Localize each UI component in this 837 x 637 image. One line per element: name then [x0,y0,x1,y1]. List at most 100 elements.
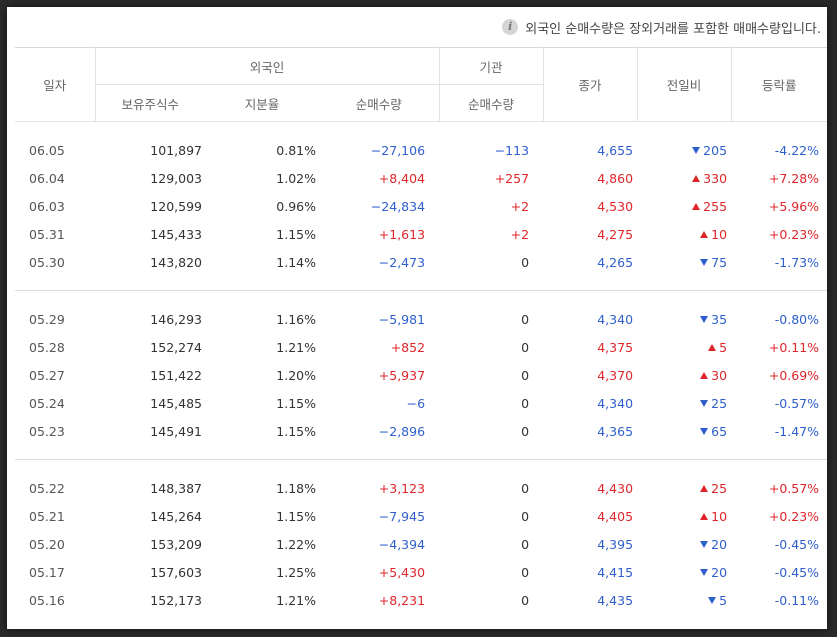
header-foreign: 외국인 [95,47,440,85]
share-cell: 1.15% [276,226,316,242]
rate-cell: -0.11% [774,592,820,608]
date-cell: 05.27 [29,367,65,383]
date-cell: 05.24 [29,395,65,411]
foreign-net-cell: −2,896 [378,423,426,439]
change-cell: 5 [637,586,731,614]
holdings-cell: 157,603 [150,564,202,580]
holdings-cell: 146,293 [150,311,202,327]
table-row: 05.29 146,293 1.16% −5,981 0 4,340 35 -0.80% [15,305,827,333]
foreign-net-cell: −6 [406,395,426,411]
holdings-cell: 153,209 [150,536,202,552]
holdings-cell: 129,003 [150,170,202,186]
group-spacer [15,614,827,628]
inst-net-cell: 0 [521,480,530,496]
triangle-down-icon [700,540,709,548]
holdings-cell: 148,387 [150,480,202,496]
change-cell: 20 [637,558,731,586]
rate-cell: -0.80% [774,311,820,327]
inst-net-cell: 0 [521,423,530,439]
table-body: 06.05 101,897 0.81% −27,106 −113 4,655 205 -4.2… [15,122,827,629]
rate-cell: +0.57% [768,480,820,496]
foreign-net-cell: +1,613 [378,226,426,242]
inst-net-cell: 0 [521,536,530,552]
close-cell: 4,340 [597,395,634,411]
foreign-net-cell: −4,394 [378,536,426,552]
group-separator [15,459,827,460]
inst-net-cell: 0 [521,564,530,580]
header-foreign-net: 순매수량 [319,84,440,122]
change-value: 255 [703,198,728,214]
rate-cell: +0.23% [768,226,820,242]
close-cell: 4,365 [597,423,634,439]
share-cell: 1.21% [276,339,316,355]
change-value: 5 [719,592,728,608]
foreign-net-cell: −7,945 [378,508,426,524]
holdings-cell: 152,274 [150,339,202,355]
change-cell: 255 [637,192,731,220]
holdings-cell: 151,422 [150,367,202,383]
triangle-up-icon [700,484,709,492]
trading-table: 일자 외국인 기관 종가 전일비 등락률 보유주식수 지분율 순매수량 순매수량… [15,47,827,628]
close-cell: 4,430 [597,480,634,496]
rate-cell: +0.69% [768,367,820,383]
change-cell: 10 [637,220,731,248]
separator-line [15,290,827,291]
triangle-up-icon [700,230,709,238]
header-holdings: 보유주식수 [95,84,205,122]
spacer-cell [15,122,827,137]
close-cell: 4,265 [597,254,634,270]
triangle-up-icon [692,174,701,182]
change-cell: 35 [637,305,731,333]
table-row: 05.30 143,820 1.14% −2,473 0 4,265 75 -1.73% [15,248,827,276]
group-separator [15,290,827,291]
triangle-down-icon [708,596,717,604]
change-value: 330 [703,170,728,186]
share-cell: 1.16% [276,311,316,327]
header-rate: 등락률 [731,47,827,122]
close-cell: 4,530 [597,198,634,214]
change-value: 205 [703,142,728,158]
close-cell: 4,395 [597,536,634,552]
date-cell: 06.03 [29,198,65,214]
triangle-up-icon [708,343,717,351]
inst-net-cell: 0 [521,508,530,524]
foreign-net-cell: −5,981 [378,311,426,327]
group-spacer [15,291,827,305]
change-value: 75 [711,254,728,270]
change-value: 10 [711,226,728,242]
spacer-cell [15,276,827,291]
share-cell: 1.02% [276,170,316,186]
holdings-cell: 152,173 [150,592,202,608]
foreign-net-cell: −2,473 [378,254,426,270]
date-cell: 05.29 [29,311,65,327]
change-cell: 75 [637,248,731,276]
header-row-sub: 보유주식수 지분율 순매수량 순매수량 [15,84,827,122]
share-cell: 1.15% [276,395,316,411]
group-spacer [15,460,827,474]
date-cell: 05.20 [29,536,65,552]
spacer-cell [15,460,827,474]
table-row: 06.05 101,897 0.81% −27,106 −113 4,655 205 -4.2… [15,136,827,164]
group-spacer [15,276,827,291]
table-row: 06.04 129,003 1.02% +8,404 +257 4,860 330 +7.28… [15,164,827,192]
close-cell: 4,415 [597,564,634,580]
date-cell: 06.04 [29,170,65,186]
change-value: 20 [711,536,728,552]
inst-net-cell: 0 [521,592,530,608]
share-cell: 1.21% [276,592,316,608]
share-cell: 1.20% [276,367,316,383]
foreign-institution-trading-panel: i 외국인 순매수량은 장외거래를 포함한 매매수량입니다. 일자 외국인 기관… [7,7,827,629]
table-row: 05.17 157,603 1.25% +5,430 0 4,415 20 -0.45% [15,558,827,586]
change-cell: 20 [637,530,731,558]
rate-cell: -1.47% [774,423,820,439]
table-row: 05.20 153,209 1.22% −4,394 0 4,395 20 -0.45% [15,530,827,558]
close-cell: 4,860 [597,170,634,186]
inst-net-cell: −113 [494,142,530,158]
rate-cell: +0.11% [768,339,820,355]
change-cell: 30 [637,361,731,389]
change-value: 25 [711,480,728,496]
foreign-net-cell: +5,430 [378,564,426,580]
table-row: 05.23 145,491 1.15% −2,896 0 4,365 65 -1.47% [15,417,827,445]
date-cell: 05.22 [29,480,65,496]
foreign-net-cell: +8,404 [378,170,426,186]
